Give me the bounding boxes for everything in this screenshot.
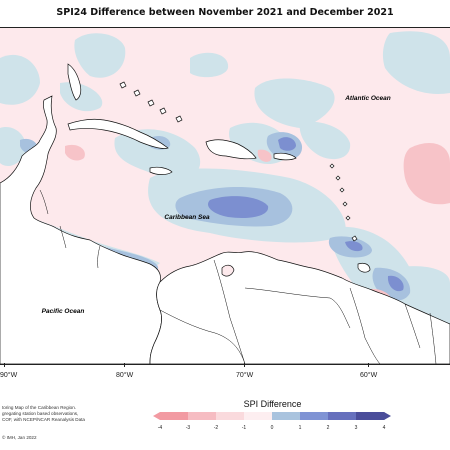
lon-tick (244, 363, 245, 367)
lon-tick (4, 363, 5, 367)
spi-difference-map: Atlantic Ocean Caribbean Sea Pacific Oce… (0, 27, 450, 365)
legend-tick-label: 3 (355, 425, 358, 431)
legend-tick-label: 0 (271, 425, 274, 431)
note-line: gregating station based observations, (2, 411, 79, 416)
legend-swatch (356, 412, 385, 420)
country-borders (39, 189, 437, 364)
lon-label-60w: 60°W (360, 372, 378, 379)
legend-tick-label: -4 (158, 425, 163, 431)
legend-swatch (160, 412, 189, 420)
legend-swatch (244, 412, 273, 420)
note-line: COF, with NCEP/NCAR Reanalysis Data (2, 417, 85, 422)
lon-tick (124, 363, 125, 367)
legend-tick-label: -1 (242, 425, 247, 431)
pacific-ocean-label: Pacific Ocean (42, 308, 85, 315)
map-title: SPI24 Difference between November 2021 a… (56, 7, 394, 18)
legend-title: SPI Difference (243, 399, 302, 409)
legend-swatch (216, 412, 245, 420)
map-notes: toring Map of the Caribbean Region. greg… (2, 405, 85, 423)
legend-tick-label: -3 (186, 425, 191, 431)
lon-tick (368, 363, 369, 367)
atlantic-ocean-label: Atlantic Ocean (344, 95, 391, 102)
color-legend: -4 -3 -2 -1 0 1 2 3 4 (153, 412, 391, 431)
legend-tick-label: -2 (214, 425, 219, 431)
map-canvas: Atlantic Ocean Caribbean Sea Pacific Oce… (0, 28, 450, 364)
legend-tick-label: 4 (383, 425, 386, 431)
legend-tick-label: 1 (299, 425, 302, 431)
land-masses (0, 63, 450, 364)
caribbean-sea-label: Caribbean Sea (164, 214, 210, 221)
legend-swatch (328, 412, 357, 420)
lon-label-70w: 70°W (236, 372, 254, 379)
note-line: toring Map of the Caribbean Region. (2, 405, 77, 410)
legend-swatch (272, 412, 301, 420)
legend-swatch (300, 412, 329, 420)
lon-label-80w: 80°W (116, 372, 134, 379)
legend-swatch (188, 412, 217, 420)
legend-arrow-right (384, 412, 391, 420)
legend-arrow-left (153, 412, 160, 420)
map-credit: © IMH, Jan 2022 (2, 435, 37, 440)
lon-label-90w: 90°W (0, 372, 18, 379)
legend-tick-label: 2 (327, 425, 330, 431)
